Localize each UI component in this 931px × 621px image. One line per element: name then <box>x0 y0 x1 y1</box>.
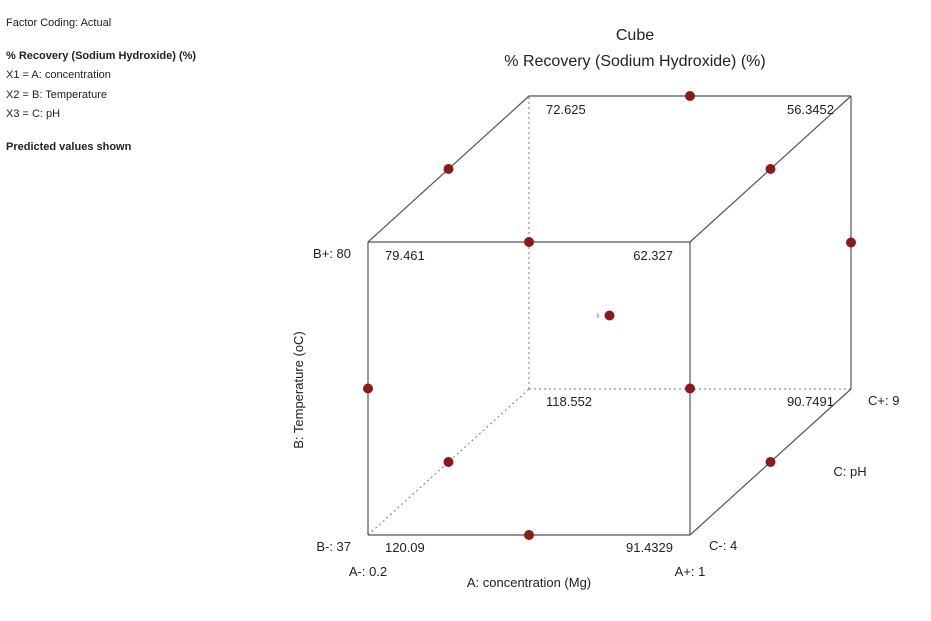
design-point <box>443 457 454 467</box>
corner-value: 118.552 <box>546 394 592 409</box>
design-point <box>524 237 534 247</box>
cube-edge-hidden <box>367 388 530 536</box>
design-point-count: 5 <box>597 314 600 320</box>
b-low-label: B-: 37 <box>316 539 351 554</box>
corner-value: 56.3452 <box>787 102 834 117</box>
design-point <box>765 457 776 467</box>
response-name: % Recovery (Sodium Hydroxide) (%) <box>6 49 197 62</box>
factor-x1: X1 = A: concentration <box>6 69 111 81</box>
a-axis-label: A: concentration (Mg) <box>467 575 591 590</box>
factor-x2: X2 = B: Temperature <box>6 88 107 101</box>
corner-values: 120.09 91.4329 79.461 62.327 118.552 90.7491 7… <box>385 102 834 555</box>
design-points: 5 <box>363 91 856 540</box>
design-point <box>524 530 534 540</box>
design-point <box>846 237 856 248</box>
chart-title: Cube <box>616 27 654 44</box>
c-low-label: C-: 4 <box>709 538 737 553</box>
corner-value: 90.7491 <box>787 394 834 409</box>
c-high-label: C+: 9 <box>868 393 899 408</box>
factor-x3: X3 = C: pH <box>6 108 61 120</box>
chart-subtitle: % Recovery (Sodium Hydroxide) (%) <box>504 53 765 70</box>
factor-info-panel: Factor Coding: Actual % Recovery (Sodium… <box>6 14 196 157</box>
b-high-label: B+: 80 <box>313 246 351 261</box>
corner-value: 62.327 <box>633 248 673 263</box>
design-point <box>765 164 776 174</box>
corner-value: 91.4329 <box>626 540 673 555</box>
predicted-note: Predicted values shown <box>6 140 132 153</box>
design-point <box>363 383 373 394</box>
design-point <box>685 91 695 101</box>
corner-value: 72.625 <box>546 102 586 117</box>
b-axis-label: B: Temperature (oC) <box>291 331 306 449</box>
design-point <box>685 383 695 394</box>
a-high-label: A+: 1 <box>675 564 706 579</box>
design-point <box>604 310 615 321</box>
factor-coding-label: Factor Coding: Actual <box>6 17 112 29</box>
a-low-label: A-: 0.2 <box>349 564 387 579</box>
design-point <box>443 164 454 174</box>
corner-value: 120.09 <box>385 540 425 555</box>
c-axis-label: C: pH <box>833 464 866 479</box>
corner-value: 79.461 <box>385 248 425 263</box>
